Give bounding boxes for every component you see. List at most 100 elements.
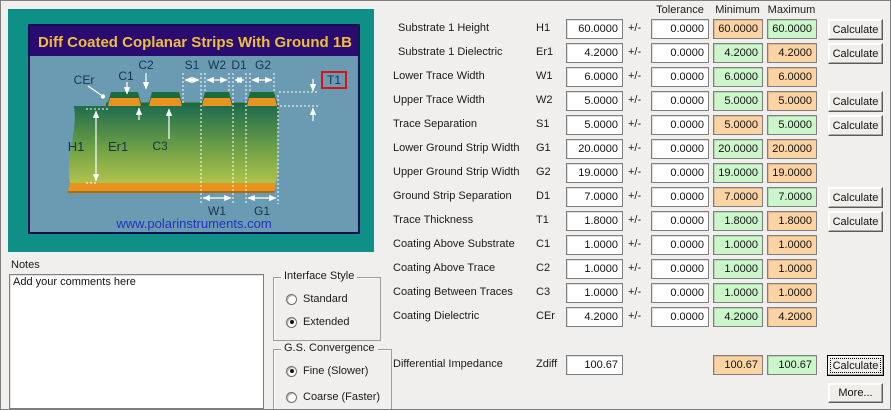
notes-textarea[interactable]: Add your comments here xyxy=(9,274,264,409)
parameter-label: Coating Above Trace xyxy=(393,262,496,274)
diagram-label-t1: T1 xyxy=(327,73,341,87)
maximum-value: 1.0000 xyxy=(767,283,817,303)
copper-trace xyxy=(149,98,182,106)
interface-style-title: Interface Style xyxy=(281,270,358,282)
plus-minus-label: +/- xyxy=(628,310,642,322)
tolerance-input[interactable] xyxy=(651,115,709,135)
maximum-value: 1.0000 xyxy=(767,235,817,255)
lower-copper-edge xyxy=(67,191,275,193)
minimum-value: 1.0000 xyxy=(713,283,763,303)
parameter-code: W1 xyxy=(536,70,553,82)
minimum-value: 4.2000 xyxy=(713,307,763,327)
radio-extended[interactable]: Extended xyxy=(286,315,349,329)
maximum-value: 4.2000 xyxy=(767,43,817,63)
radio-fine[interactable]: Fine (Slower) xyxy=(286,364,368,378)
diagram-label-s1: S1 xyxy=(185,58,200,72)
tolerance-input[interactable] xyxy=(651,91,709,111)
parameter-row: Upper Trace Width W2 +/- 5.0000 5.0000 C… xyxy=(1,91,890,112)
tolerance-input[interactable] xyxy=(651,259,709,279)
parameter-row: Lower Ground Strip Width G1 +/- 20.0000 … xyxy=(1,139,890,160)
plus-minus-label: +/- xyxy=(628,70,642,82)
diagram-label-g2: G2 xyxy=(255,58,271,72)
parameter-value-input[interactable] xyxy=(566,307,623,327)
copper-trace xyxy=(247,98,277,106)
diagram-label-w1: W1 xyxy=(208,204,226,218)
structure-diagram: Diff Coated Coplanar Strips With Ground … xyxy=(8,9,374,252)
calculate-button[interactable]: Calculate xyxy=(828,187,883,208)
impedance-calculate-button[interactable]: Calculate xyxy=(827,355,884,376)
plus-minus-label: +/- xyxy=(628,238,642,250)
diagram-label-w2: W2 xyxy=(208,58,226,72)
maximum-value: 19.0000 xyxy=(767,163,817,183)
tolerance-input[interactable] xyxy=(651,139,709,159)
minimum-value: 19.0000 xyxy=(713,163,763,183)
parameter-value-input[interactable] xyxy=(566,115,623,135)
minimum-header: Minimum xyxy=(715,4,760,16)
parameter-code: C3 xyxy=(536,286,551,298)
parameter-row: Coating Dielectric CEr +/- 4.2000 4.2000 xyxy=(1,307,890,328)
plus-minus-label: +/- xyxy=(628,286,642,298)
tolerance-input[interactable] xyxy=(651,19,709,39)
parameter-value-input[interactable] xyxy=(566,235,623,255)
diagram-label-c1: C1 xyxy=(118,69,134,83)
notes-label: Notes xyxy=(11,259,40,271)
minimum-value: 6.0000 xyxy=(713,67,763,87)
parameter-value-input[interactable] xyxy=(566,187,623,207)
interface-style-group: Interface Style Standard Extended xyxy=(273,270,381,341)
minimum-value: 60.0000 xyxy=(713,19,763,39)
parameter-code: CEr xyxy=(536,310,555,322)
radio-coarse[interactable]: Coarse (Faster) xyxy=(286,390,380,404)
impedance-maximum-value: 100.67 xyxy=(767,355,817,375)
calculate-button[interactable]: Calculate xyxy=(828,19,883,40)
parameter-label: Coating Above Substrate xyxy=(393,238,515,250)
impedance-row: Differential Impedance Zdiff 100.67 100.… xyxy=(1,355,890,376)
parameter-label: Substrate 1 Dielectric xyxy=(398,46,503,58)
t1-highlight-box xyxy=(321,71,347,89)
diagram-label-d1: D1 xyxy=(231,58,247,72)
parameter-value-input[interactable] xyxy=(566,211,623,231)
radio-standard[interactable]: Standard xyxy=(286,292,348,306)
tolerance-input[interactable] xyxy=(651,307,709,327)
tolerance-input[interactable] xyxy=(651,283,709,303)
radio-coarse-icon[interactable] xyxy=(286,391,297,403)
radio-extended-icon[interactable] xyxy=(286,316,297,328)
tolerance-input[interactable] xyxy=(651,163,709,183)
tolerance-input[interactable] xyxy=(651,211,709,231)
parameter-value-input[interactable] xyxy=(566,259,623,279)
parameter-value-input[interactable] xyxy=(566,283,623,303)
radio-standard-icon[interactable] xyxy=(286,293,297,305)
parameter-row: Substrate 1 Height H1 +/- 60.0000 60.000… xyxy=(1,19,890,40)
diagram-label-c3: C3 xyxy=(152,139,168,153)
parameter-row: Ground Strip Separation D1 +/- 7.0000 7.… xyxy=(1,187,890,208)
parameter-label: Trace Thickness xyxy=(393,214,474,226)
calculate-button[interactable]: Calculate xyxy=(828,43,883,64)
tolerance-input[interactable] xyxy=(651,187,709,207)
calculate-button[interactable]: Calculate xyxy=(828,91,883,112)
lower-copper-plane xyxy=(68,183,276,191)
minimum-value: 4.2000 xyxy=(713,43,763,63)
minimum-value: 1.0000 xyxy=(713,235,763,255)
parameter-code: G2 xyxy=(536,166,551,178)
parameter-label: Coating Between Traces xyxy=(393,286,513,298)
tolerance-input[interactable] xyxy=(651,67,709,87)
parameter-value-input[interactable] xyxy=(566,91,623,111)
parameter-label: Lower Trace Width xyxy=(393,70,485,82)
impedance-value-input[interactable] xyxy=(566,355,623,375)
parameter-row: Coating Above Substrate C1 +/- 1.0000 1.… xyxy=(1,235,890,256)
more-button[interactable]: More... xyxy=(828,383,883,403)
calculate-button[interactable]: Calculate xyxy=(828,211,883,232)
parameter-value-input[interactable] xyxy=(566,163,623,183)
calculate-button[interactable]: Calculate xyxy=(828,115,883,136)
tolerance-input[interactable] xyxy=(651,43,709,63)
parameter-value-input[interactable] xyxy=(566,43,623,63)
parameter-label: Lower Ground Strip Width xyxy=(393,142,520,154)
tolerance-input[interactable] xyxy=(651,235,709,255)
parameter-value-input[interactable] xyxy=(566,139,623,159)
parameter-value-input[interactable] xyxy=(566,19,623,39)
parameter-row: Lower Trace Width W1 +/- 6.0000 6.0000 xyxy=(1,67,890,88)
parameter-value-input[interactable] xyxy=(566,67,623,87)
radio-fine-icon[interactable] xyxy=(286,365,297,377)
parameter-label: Trace Separation xyxy=(393,118,477,130)
website-link[interactable]: www.polarinstruments.com xyxy=(115,216,271,231)
